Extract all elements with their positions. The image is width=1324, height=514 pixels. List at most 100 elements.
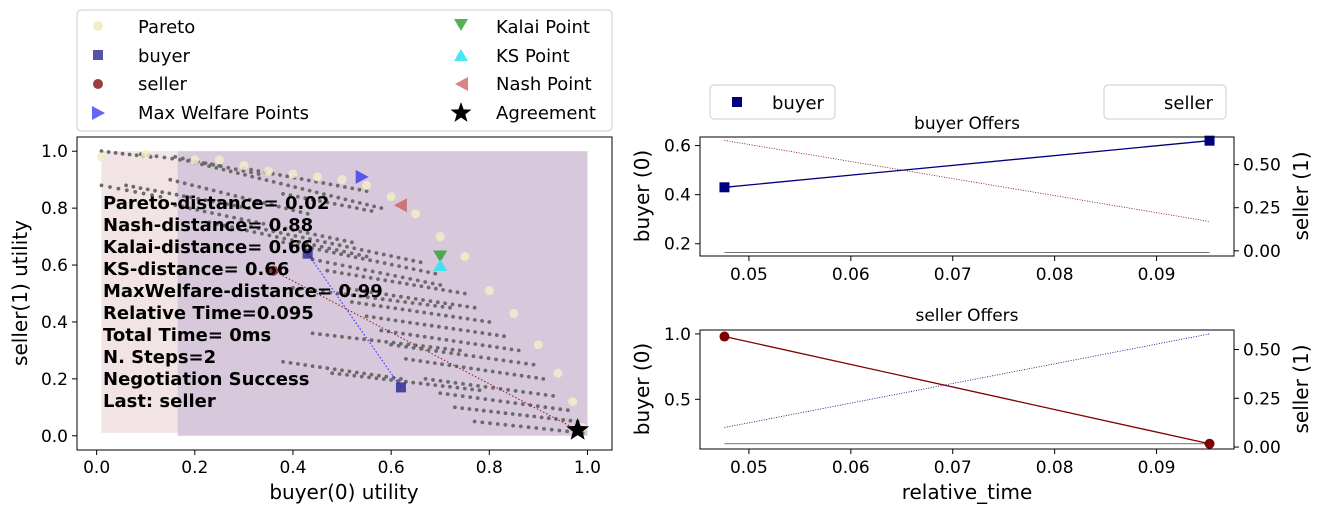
- legend-buyer-marker: [93, 50, 103, 60]
- outcome-point: [495, 345, 499, 350]
- outcome-point: [365, 202, 369, 207]
- outcome-point: [483, 368, 488, 373]
- outcome-point: [181, 194, 186, 199]
- offer-marker: [719, 182, 730, 193]
- outcome-point: [407, 308, 412, 313]
- pareto-point: [313, 172, 323, 182]
- outcome-point: [546, 416, 551, 421]
- outcome-point: [239, 204, 244, 209]
- outcome-point: [443, 346, 447, 351]
- opponent-utility-line: [724, 140, 1210, 222]
- outcome-point: [491, 386, 495, 390]
- outcome-point: [430, 281, 435, 286]
- nash-point: [393, 198, 407, 213]
- outcome-point: [228, 169, 233, 174]
- x-tick-label: 0.6: [378, 458, 405, 478]
- outcome-point: [390, 279, 395, 284]
- outcome-point: [513, 389, 518, 393]
- outcome-point: [293, 234, 298, 238]
- outcome-point: [415, 321, 420, 326]
- outcome-point: [372, 204, 376, 209]
- outcome-point: [315, 238, 320, 243]
- outcome-point: [444, 325, 449, 330]
- outcome-point: [304, 241, 309, 246]
- outcome-point: [509, 359, 513, 364]
- outcome-point: [150, 193, 154, 198]
- outcome-point: [224, 214, 229, 219]
- outcome-point: [461, 382, 465, 386]
- outcome-point: [364, 189, 369, 194]
- outcome-point: [167, 191, 172, 196]
- outcome-point: [466, 341, 470, 345]
- outcome-point: [512, 372, 517, 377]
- outcome-point: [276, 225, 281, 229]
- outcome-point: [368, 276, 373, 280]
- outcome-point: [441, 288, 445, 292]
- outcome-point: [501, 358, 506, 363]
- seller-offer-path: [273, 270, 578, 431]
- outcome-point: [467, 407, 472, 411]
- ks-point: [433, 259, 448, 272]
- outcome-point: [410, 301, 415, 305]
- outcome-point: [279, 181, 283, 186]
- outcome-point: [347, 287, 352, 291]
- buyer-offers-left-label: buyer (0): [630, 150, 654, 242]
- outcome-point: [310, 197, 315, 202]
- outcome-point: [288, 241, 293, 246]
- outcome-point: [393, 306, 398, 311]
- outcome-point: [207, 164, 212, 169]
- pareto-point: [362, 180, 372, 190]
- buyer-offers-right-label: seller (1): [1289, 151, 1313, 240]
- outcome-point: [408, 332, 413, 337]
- outcome-point: [293, 185, 298, 190]
- outcome-point: [468, 383, 473, 387]
- outcome-point: [237, 227, 242, 231]
- outcome-point: [528, 391, 533, 395]
- outcome-point: [448, 305, 452, 310]
- outcome-point: [305, 211, 310, 216]
- pareto-point: [190, 155, 200, 165]
- outcome-point: [399, 341, 403, 346]
- pareto-point: [460, 252, 470, 262]
- outcome-point: [291, 208, 296, 213]
- outcome-point: [340, 203, 344, 208]
- outcome-point: [411, 380, 416, 385]
- outcome-point: [214, 166, 219, 170]
- outcome-point: [525, 413, 529, 418]
- outcome-point: [318, 365, 322, 369]
- outcome-point: [453, 381, 458, 385]
- outcome-point: [395, 299, 400, 303]
- seller-offers-title: seller Offers: [915, 306, 1018, 326]
- outcome-point: [310, 331, 315, 336]
- outcome-point: [445, 392, 450, 396]
- outcome-point: [475, 396, 480, 400]
- y2-tick-label: 0.25: [1243, 389, 1281, 409]
- y-tick-label: 0.2: [41, 370, 68, 390]
- buyer-utility-region: [177, 151, 588, 436]
- outcome-point: [361, 274, 366, 279]
- outcome-point: [403, 300, 408, 304]
- outcome-point: [260, 231, 264, 236]
- outcome-point: [415, 309, 419, 314]
- outcome-point: [262, 201, 267, 205]
- outcome-point: [551, 394, 555, 398]
- outcome-point: [384, 340, 389, 344]
- outcome-point: [219, 190, 223, 195]
- outcome-point: [422, 334, 427, 339]
- outcome-point: [276, 204, 281, 209]
- outcome-point: [440, 362, 444, 367]
- outcome-point: [470, 387, 474, 392]
- outcome-point: [521, 390, 525, 394]
- outcome-point: [490, 369, 495, 374]
- outcome-point: [389, 262, 394, 267]
- outcome-point: [469, 366, 473, 371]
- outcome-point: [471, 354, 476, 359]
- outcome-point: [204, 186, 209, 191]
- pareto-point: [533, 340, 543, 350]
- outcome-point: [284, 206, 288, 211]
- outcome-point: [264, 178, 269, 183]
- outcome-point: [99, 149, 104, 154]
- legend-ks-marker: [454, 49, 468, 61]
- outcome-point: [250, 174, 255, 179]
- outcome-point: [466, 329, 470, 333]
